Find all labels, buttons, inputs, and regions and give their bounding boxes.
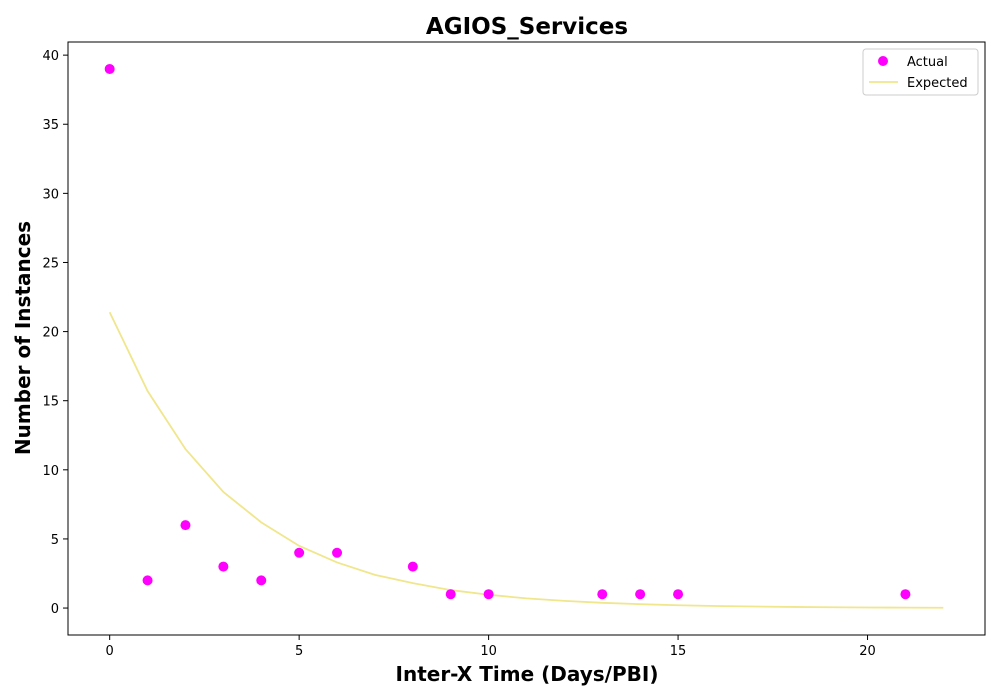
y-tick-label: 0 [51,602,59,617]
y-tick-label: 25 [42,256,59,271]
actual-point [673,589,684,600]
x-axis: 0 5 10 15 20 [106,635,876,659]
x-tick-label: 0 [106,644,114,659]
legend: Actual Expected [862,48,979,96]
chart-title: AGIOS_Services [426,14,628,40]
y-axis: 0 5 10 15 20 25 30 35 40 [42,49,68,617]
plot-frame [67,41,986,636]
actual-point [142,575,153,586]
actual-point [597,589,608,600]
actual-point [483,589,494,600]
actual-point [180,520,191,531]
actual-point [445,589,456,600]
y-tick-label: 35 [42,118,59,133]
legend-label-expected: Expected [907,76,968,91]
actual-point [635,589,646,600]
actual-point [218,561,229,572]
actual-point [900,589,911,600]
y-tick-label: 15 [42,395,59,410]
x-axis-label: Inter-X Time (Days/PBI) [396,662,659,686]
actual-point [256,575,267,586]
actual-point [294,547,305,558]
y-axis-label: Number of Instances [11,221,35,455]
actual-point [332,547,343,558]
actual-point [407,561,418,572]
plot-area [104,63,944,609]
y-tick-label: 40 [42,49,59,64]
actual-point [104,63,115,74]
x-tick-label: 10 [480,644,497,659]
x-tick-label: 20 [859,644,876,659]
y-tick-label: 30 [42,187,59,202]
legend-label-actual: Actual [907,55,948,70]
x-tick-label: 5 [295,644,303,659]
legend-marker-actual [878,56,888,66]
legend-box [862,48,979,96]
y-tick-label: 20 [42,326,59,341]
expected-line [108,311,944,609]
y-tick-label: 5 [51,533,59,548]
x-tick-label: 15 [670,644,687,659]
y-tick-label: 10 [42,464,59,479]
